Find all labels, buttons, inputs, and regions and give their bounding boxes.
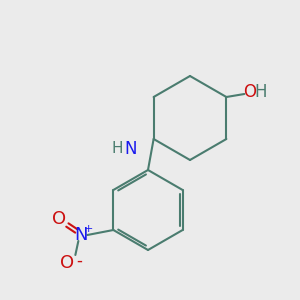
Text: H: H bbox=[111, 141, 123, 156]
Text: N: N bbox=[125, 140, 137, 158]
Text: O: O bbox=[52, 210, 66, 228]
Text: N: N bbox=[75, 226, 88, 244]
Text: O: O bbox=[243, 83, 256, 101]
Text: H: H bbox=[254, 83, 267, 101]
Text: +: + bbox=[84, 224, 93, 234]
Text: O: O bbox=[60, 254, 74, 272]
Text: -: - bbox=[76, 252, 82, 270]
